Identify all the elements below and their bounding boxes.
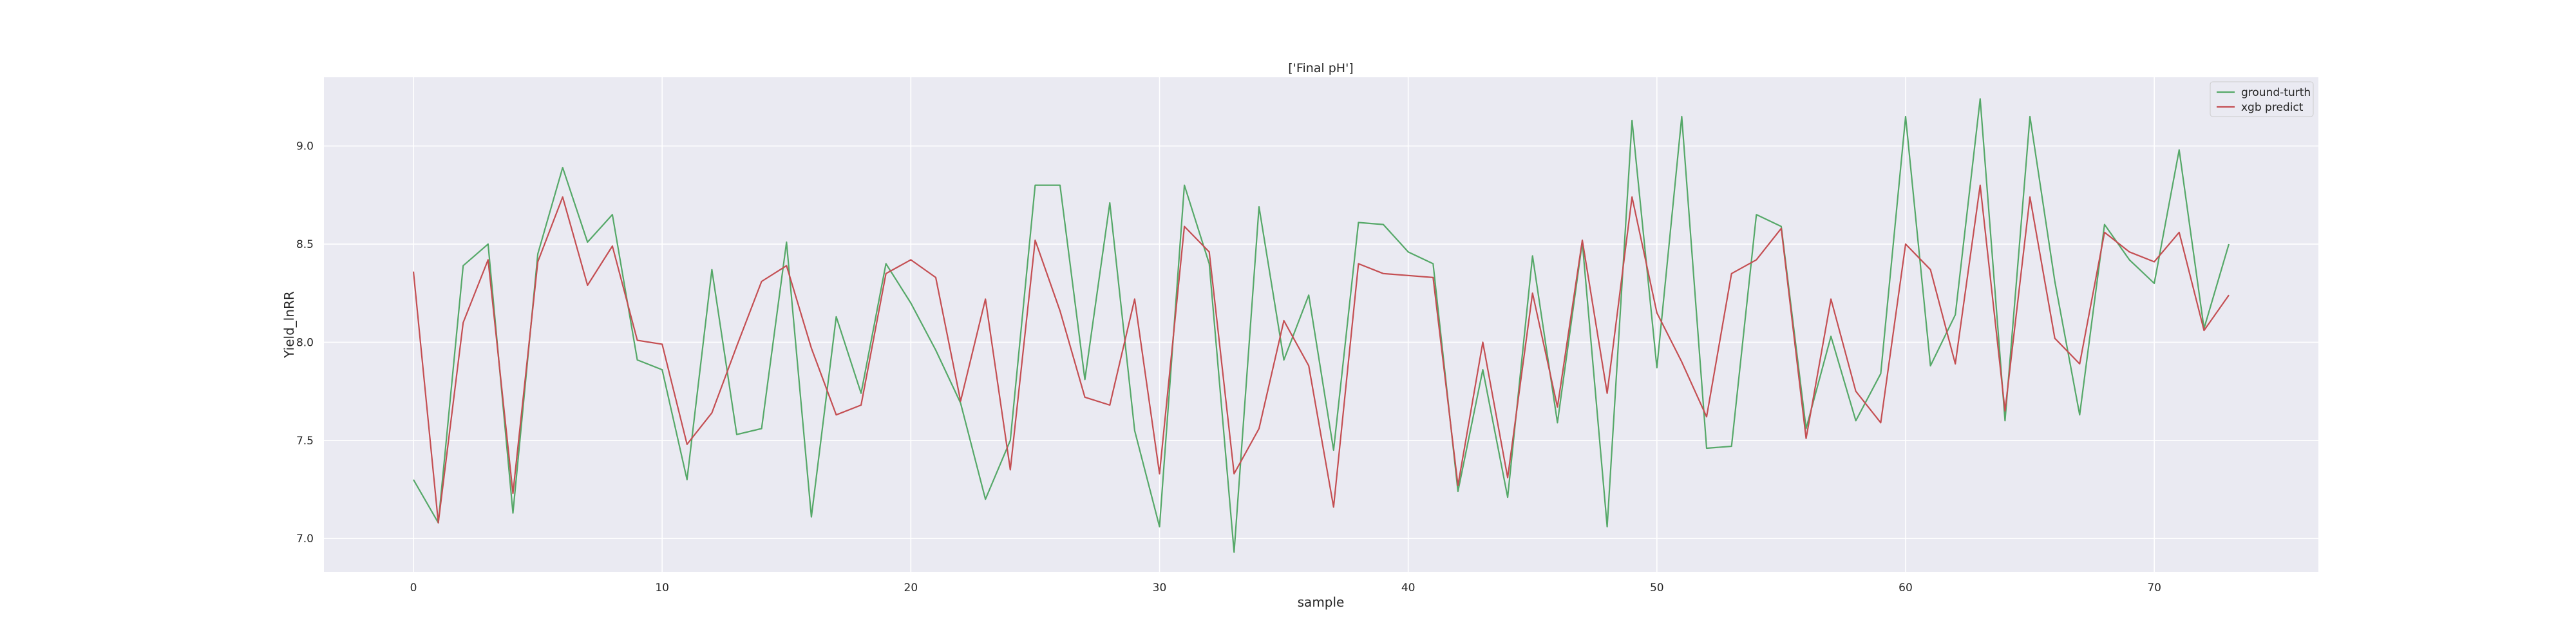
series-lines xyxy=(412,98,2230,553)
chart-title: ['Final pH'] xyxy=(1288,61,1353,75)
plot-area xyxy=(324,77,2318,572)
x-tick-label: 20 xyxy=(904,582,918,594)
series-line-xgb-predict xyxy=(412,184,2230,524)
y-tick-label: 8.5 xyxy=(296,238,314,251)
y-axis-label: Yield_lnRR xyxy=(281,291,297,359)
x-tick-label: 60 xyxy=(1899,582,1913,594)
series-line-ground-truth xyxy=(413,98,2230,553)
y-tick-label: 8.0 xyxy=(296,336,314,349)
x-axis-label: sample xyxy=(1298,594,1345,610)
x-tick-label: 0 xyxy=(410,582,417,594)
x-tick-label: 40 xyxy=(1401,582,1416,594)
y-tick-label: 9.0 xyxy=(296,140,314,153)
y-tick-label: 7.5 xyxy=(296,435,314,448)
legend-box xyxy=(2210,81,2314,117)
x-tick-label: 30 xyxy=(1153,582,1167,594)
tick-labels: 0 10 20 30 40 50 60 70 7.0 7.5 8.0 8.5 9.0 xyxy=(296,140,2161,594)
legend-label-xgb-predict: xgb predict xyxy=(2241,101,2304,114)
legend: ground-turth xgb predict xyxy=(2210,81,2314,117)
y-tick-label: 7.0 xyxy=(296,533,314,545)
legend-label-ground-truth: ground-turth xyxy=(2241,86,2311,99)
x-tick-label: 50 xyxy=(1650,582,1664,594)
x-tick-label: 10 xyxy=(655,582,669,594)
x-tick-label: 70 xyxy=(2147,582,2161,594)
